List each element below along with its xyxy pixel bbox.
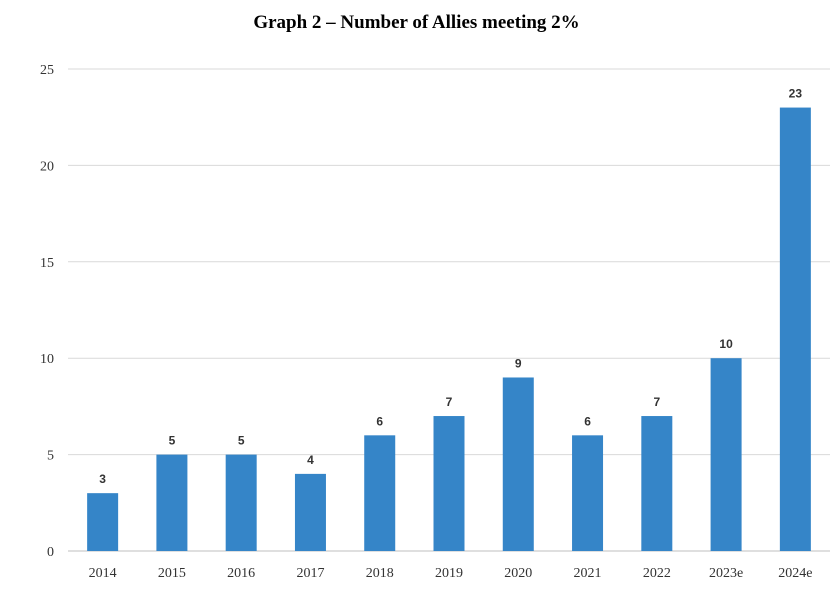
data-label: 6 [376,414,383,428]
x-tick-label: 2020 [504,566,532,581]
data-label: 10 [719,337,733,351]
x-tick-label: 2019 [435,566,463,581]
bar [87,493,119,551]
data-label: 7 [653,395,660,409]
data-labels: 3 5 5 4 6 7 9 6 7 10 23 [99,87,802,487]
data-label: 7 [446,395,453,409]
bar [225,454,257,551]
bar [433,416,465,551]
bar [502,377,534,551]
x-tick-label: 2015 [158,566,186,581]
x-axis-ticks: 2014 2015 2016 2017 2018 2019 2020 2021 2022 2023… [89,566,813,581]
data-label: 5 [238,434,245,448]
y-tick-label: 25 [40,63,54,78]
y-tick-label: 5 [47,449,54,464]
x-tick-label: 2014 [89,566,117,581]
data-label: 6 [584,414,591,428]
chart-title: Graph 2 – Number of Allies meeting 2% [253,12,580,33]
bar [156,454,188,551]
data-label: 23 [789,87,803,101]
x-tick-label: 2024e [778,566,812,581]
data-label: 3 [99,472,106,486]
bars [87,107,811,551]
y-tick-label: 15 [40,256,54,271]
data-label: 4 [307,453,314,467]
data-label: 5 [169,434,176,448]
bar [710,358,742,551]
bar [641,416,673,551]
x-tick-label: 2021 [574,566,602,581]
y-axis-ticks: 0 5 10 15 20 25 [40,63,54,560]
data-label: 9 [515,356,522,370]
y-tick-label: 10 [40,352,54,367]
x-tick-label: 2016 [227,566,255,581]
x-tick-label: 2018 [366,566,394,581]
y-tick-label: 20 [40,159,54,174]
x-tick-label: 2022 [643,566,671,581]
bar [294,473,326,551]
bar [779,107,811,551]
bar [364,435,396,551]
x-tick-label: 2017 [296,566,324,581]
x-tick-label: 2023e [709,566,743,581]
y-tick-label: 0 [47,545,54,560]
bar [572,435,604,551]
